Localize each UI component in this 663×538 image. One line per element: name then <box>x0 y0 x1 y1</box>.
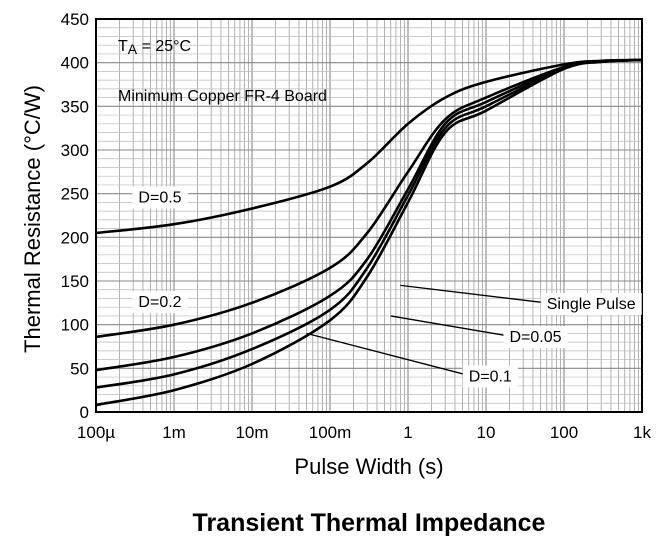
board-annotation: Minimum Copper FR-4 Board <box>118 88 327 105</box>
label-background-d-0-1 <box>462 365 518 388</box>
y-axis-label: Thermal Resistance (°C/W) <box>20 85 45 353</box>
temperature-suffix: = 25°C <box>137 38 191 55</box>
y-tick-label: 50 <box>70 359 89 378</box>
x-tick-label: 1m <box>162 423 186 442</box>
y-tick-label: 200 <box>61 228 89 247</box>
series-lines <box>95 58 643 407</box>
y-tick-label: 350 <box>61 97 89 116</box>
y-tick-label: 0 <box>80 403 89 422</box>
y-tick-label: 300 <box>61 141 89 160</box>
plot-frame <box>95 18 643 413</box>
x-tick-label: 100 <box>550 423 578 442</box>
leader-line-d-0-05 <box>390 315 510 337</box>
chart-title: Transient Thermal Impedance <box>193 509 546 537</box>
tick-labels: 100µ 1m 10m 100m 1 10 100 1k 0 50 100 150 200 250 300 3… <box>61 10 652 442</box>
y-tick-label: 100 <box>61 316 89 335</box>
y-tick-label: 450 <box>61 10 89 29</box>
x-axis-label: Pulse Width (s) <box>294 454 443 479</box>
label-background-d-0-5 <box>132 186 188 209</box>
series-label-d-0-2: D=0.2 <box>138 294 181 311</box>
series-label-single-pulse: Single Pulse <box>547 296 636 313</box>
series-labels: D=0.5 D=0.2 Single Pulse D=0.05 D=0.1 <box>132 186 642 388</box>
x-tick-label: 10 <box>477 423 496 442</box>
x-tick-label: 1k <box>633 423 651 442</box>
x-tick-label: 10m <box>235 423 268 442</box>
leader-line-d-0-1 <box>306 332 469 377</box>
temperature-annotation: TA = 25°C <box>118 38 191 57</box>
label-background-single-pulse <box>540 292 642 315</box>
y-tick-label: 150 <box>61 272 89 291</box>
series-label-d-0-05: D=0.05 <box>509 329 561 346</box>
temperature-prefix: T <box>118 38 128 55</box>
series-label-d-0-1: D=0.1 <box>469 368 512 385</box>
label-background-d-0-05 <box>503 326 568 349</box>
x-tick-label: 100µ <box>77 423 115 442</box>
y-tick-label: 250 <box>61 185 89 204</box>
x-tick-label: 100m <box>309 423 352 442</box>
temperature-subscript: A <box>128 41 138 57</box>
annotations: TA = 25°C Minimum Copper FR-4 Board <box>118 38 327 105</box>
series-line-d-0-5 <box>95 58 643 235</box>
x-tick-label: 1 <box>403 423 412 442</box>
label-background-d-0-2 <box>132 291 188 314</box>
leader-line-single-pulse <box>400 284 547 304</box>
y-tick-label: 400 <box>61 54 89 73</box>
series-label-d-0-5: D=0.5 <box>138 189 181 206</box>
series-line-d-0-1 <box>95 58 643 407</box>
